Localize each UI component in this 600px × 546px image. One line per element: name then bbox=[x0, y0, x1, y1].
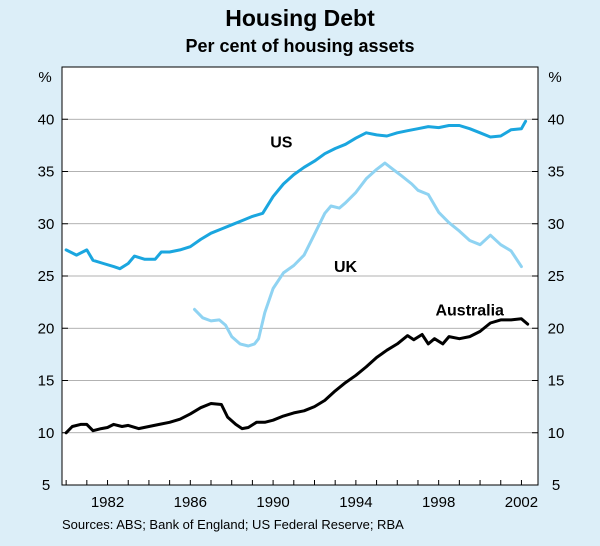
series-line-australia bbox=[64, 317, 530, 435]
y-tick-label-left: 30 bbox=[38, 216, 55, 233]
y-axis-right: 5 10 15 20 25 30 35 40 bbox=[532, 111, 564, 494]
y-tick-label-left: 25 bbox=[38, 268, 55, 285]
y-tick-label-right: 30 bbox=[548, 216, 565, 233]
y-tick-label-right: 15 bbox=[548, 373, 565, 390]
y-tick-label-right: 35 bbox=[548, 164, 565, 181]
series-lines bbox=[64, 119, 530, 435]
x-tick-label: 1994 bbox=[339, 494, 372, 511]
x-tick-label: 2002 bbox=[505, 494, 538, 511]
y-tick-label-left: 10 bbox=[38, 425, 55, 442]
right-unit-label: % bbox=[548, 69, 561, 86]
y-tick-label-left: 20 bbox=[38, 320, 55, 337]
x-tick-label: 1982 bbox=[91, 494, 124, 511]
y-tick-label-left: 40 bbox=[38, 111, 55, 128]
y-tick-label-right: 25 bbox=[548, 268, 565, 285]
left-unit-label: % bbox=[38, 69, 51, 86]
y-tick-label-right: 10 bbox=[548, 425, 565, 442]
chart-title: Housing Debt bbox=[225, 5, 375, 31]
chart-subtitle: Per cent of housing assets bbox=[185, 36, 414, 56]
series-line-us bbox=[64, 119, 528, 271]
x-tick-label: 1986 bbox=[174, 494, 207, 511]
y-tick-label-left: 5 bbox=[42, 477, 50, 494]
y-axis-left: 5 10 15 20 25 30 35 40 bbox=[38, 111, 68, 494]
series-label-australia: Australia bbox=[435, 303, 504, 320]
series-label-us: US bbox=[270, 134, 293, 151]
series-labels: US UK Australia bbox=[270, 134, 504, 319]
y-tick-label-left: 35 bbox=[38, 164, 55, 181]
y-tick-label-left: 15 bbox=[38, 373, 55, 390]
x-tick-label: 1998 bbox=[422, 494, 455, 511]
x-axis: 1982 1986 1990 1994 1998 2002 bbox=[65, 480, 538, 511]
series-line-uk bbox=[193, 161, 523, 348]
series-label-uk: UK bbox=[334, 259, 358, 276]
y-tick-label-right: 20 bbox=[548, 320, 565, 337]
y-tick-label-right: 5 bbox=[552, 477, 560, 494]
x-tick-label: 1990 bbox=[256, 494, 289, 511]
source-note: Sources: ABS; Bank of England; US Federa… bbox=[62, 517, 404, 532]
y-tick-label-right: 40 bbox=[548, 111, 565, 128]
